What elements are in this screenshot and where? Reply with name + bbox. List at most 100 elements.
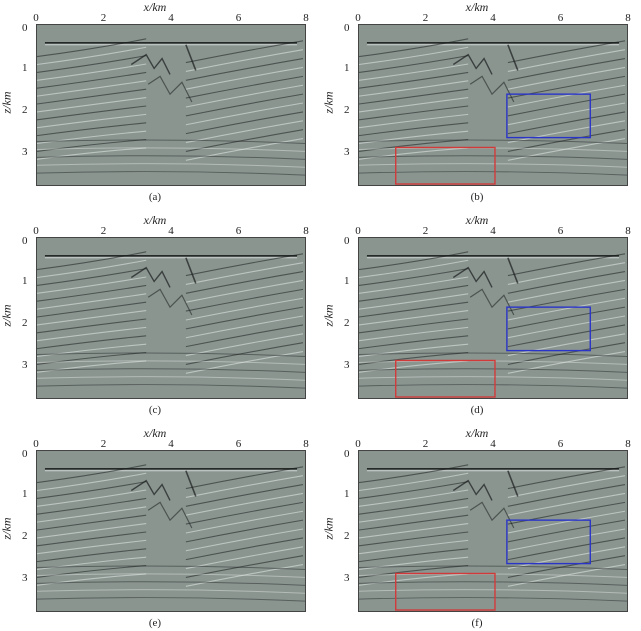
reflector-line xyxy=(37,360,147,373)
y-tick-label: 0 xyxy=(344,448,350,460)
y-axis-title: z/km xyxy=(0,304,14,327)
x-axis-title: x/km xyxy=(465,213,489,227)
y-tick-label: 2 xyxy=(344,104,350,116)
reflector-line xyxy=(359,251,469,271)
reflector-line xyxy=(37,113,147,129)
y-tick-label: 2 xyxy=(22,317,28,329)
reflector-line xyxy=(359,318,469,334)
reflector-line xyxy=(185,40,304,64)
reflector-line xyxy=(37,63,147,81)
reflector-line xyxy=(185,120,304,144)
reflector-line xyxy=(130,53,171,75)
panel-c: x/km 0 2 4 6 8 z/km 0 1 2 3 (c) xyxy=(0,213,310,418)
reflector-line xyxy=(507,528,626,552)
x-tick-label: 2 xyxy=(422,12,429,24)
reflector-line xyxy=(359,565,469,578)
x-tick-label: 8 xyxy=(625,438,631,450)
reflector-line xyxy=(37,573,147,586)
reflector-line xyxy=(37,573,305,578)
x-tick-label: 6 xyxy=(557,438,564,450)
reflector-line xyxy=(507,306,626,330)
reflector-line xyxy=(452,266,493,288)
reflector-line xyxy=(37,506,147,523)
reflector-line xyxy=(37,293,147,310)
reflector-line xyxy=(507,58,626,81)
reflector-line xyxy=(452,479,493,501)
seismic-image xyxy=(36,24,306,186)
reflector-line xyxy=(359,122,469,137)
reflector-line xyxy=(185,271,304,294)
reflector-line xyxy=(359,71,469,89)
reflector-line xyxy=(185,555,304,578)
x-tick-label: 4 xyxy=(168,225,174,237)
reflector-line xyxy=(37,384,305,389)
reflector-line xyxy=(359,130,469,145)
reflector-line xyxy=(359,335,469,350)
reflector-line xyxy=(507,324,626,348)
y-tick-label: 3 xyxy=(22,572,28,584)
reflector-line xyxy=(37,259,147,279)
reflector-line xyxy=(507,546,626,570)
reflector-line xyxy=(469,288,515,316)
reflector-line xyxy=(185,470,197,497)
reflector-line xyxy=(507,271,626,294)
reflector-line xyxy=(37,360,305,365)
highlight-box-red xyxy=(395,359,496,398)
y-tick-label: 2 xyxy=(22,530,28,542)
reflector-line xyxy=(37,318,147,334)
reflector-line xyxy=(37,130,147,145)
reflector-line xyxy=(359,497,469,515)
reflector-line xyxy=(507,253,626,277)
reflector-line xyxy=(185,75,304,99)
reflector-line xyxy=(185,351,304,374)
reflector-line xyxy=(507,262,626,285)
reflector-line xyxy=(37,343,147,358)
x-tick-label: 0 xyxy=(33,12,39,24)
reflector-line xyxy=(359,38,469,58)
highlight-box-blue xyxy=(506,519,591,565)
reflector-line xyxy=(507,288,626,312)
x-tick-label: 8 xyxy=(303,225,309,237)
reflector-line xyxy=(37,556,147,571)
reflector-line xyxy=(359,343,469,358)
panel-e: x/km 0 2 4 6 8 z/km 0 1 2 3 (e) xyxy=(0,426,310,631)
reflector-line xyxy=(37,276,147,294)
reflector-line xyxy=(37,155,305,160)
reflector-line xyxy=(359,63,469,81)
reflector-line xyxy=(359,597,627,602)
reflector-line xyxy=(359,531,469,547)
reflector-line xyxy=(185,501,304,525)
x-tick-label: 4 xyxy=(168,12,174,24)
panel-caption: (e) xyxy=(148,617,162,629)
reflector-line xyxy=(130,266,171,288)
x-tick-label: 8 xyxy=(625,12,631,24)
reflector-line xyxy=(359,326,469,342)
reflector-line xyxy=(507,475,626,498)
reflector-line xyxy=(37,352,305,358)
reflector-line xyxy=(37,565,305,571)
reflector-line xyxy=(507,484,626,507)
x-axis-title: x/km xyxy=(465,426,489,440)
reflector-line xyxy=(185,528,304,552)
reflector-line xyxy=(507,93,626,117)
reflector-line xyxy=(185,288,304,312)
reflector-line xyxy=(359,55,469,73)
reflector-line xyxy=(37,335,147,350)
reflector-line xyxy=(37,38,147,58)
reflector-line xyxy=(37,352,147,365)
reflector-line xyxy=(37,97,147,113)
y-tick-label: 1 xyxy=(22,488,28,500)
reflector-line xyxy=(359,139,469,152)
y-tick-label: 0 xyxy=(22,448,28,460)
reflector-line xyxy=(37,514,147,531)
x-tick-label: 4 xyxy=(490,12,496,24)
y-axis-title: z/km xyxy=(0,517,14,540)
reflector-line xyxy=(507,138,626,161)
x-tick-label: 6 xyxy=(235,438,242,450)
reflector-line xyxy=(37,301,147,318)
y-tick-label: 3 xyxy=(22,146,28,158)
reflector-line xyxy=(185,342,304,365)
reflector-line xyxy=(37,539,147,555)
x-tick-label: 2 xyxy=(100,438,107,450)
reflector-line xyxy=(359,481,469,499)
